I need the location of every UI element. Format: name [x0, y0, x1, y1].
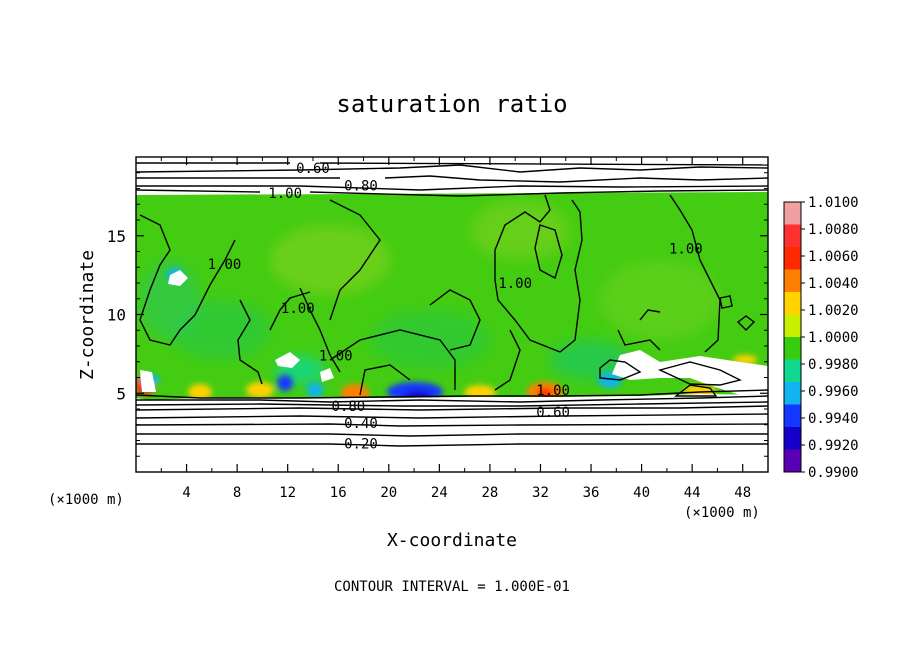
colorbar-swatch [784, 314, 801, 338]
colorbar-label: 0.9980 [808, 357, 859, 373]
x-tick-label: 24 [431, 485, 448, 501]
contour-label: 1.00 [498, 276, 532, 292]
x-tick-label: 48 [734, 485, 751, 501]
colorbar-swatch [784, 269, 801, 293]
x-tick-label: 44 [684, 485, 701, 501]
saturation-field [136, 192, 768, 400]
contour-label: 0.60 [536, 405, 570, 421]
y-axis-ticks: 5 10 15 [107, 172, 768, 457]
colorbar-label: 1.0040 [808, 276, 859, 292]
colorbar-label: 0.9960 [808, 384, 859, 400]
y-axis-label: Z-coordinate [77, 250, 98, 380]
colorbar-label: 0.9900 [808, 465, 859, 481]
colorbar-swatch [784, 337, 801, 360]
x-tick-label: 36 [583, 485, 600, 501]
colorbar-label: 1.0080 [808, 222, 859, 238]
contour-labels: 0.60 0.80 1.00 1.00 1.00 1.00 1.00 1.00 1.00 0.80… [208, 161, 703, 453]
colorbar-swatch [784, 247, 801, 270]
colorbar-swatch [784, 202, 801, 225]
x-tick-label: 16 [330, 485, 347, 501]
y-tick-label: 5 [116, 384, 126, 403]
contour-label: 0.20 [344, 437, 378, 453]
colorbar-label: 0.9940 [808, 411, 859, 427]
colorbar-label: 0.9920 [808, 438, 859, 454]
contour-label: 0.80 [344, 178, 378, 194]
colorbar-swatch [784, 382, 801, 405]
contour-label: 0.60 [296, 161, 330, 177]
x-axis-label: X-coordinate [387, 530, 517, 551]
chart-title: saturation ratio [336, 90, 567, 118]
x-tick-label: 20 [380, 485, 397, 501]
x-tick-label: 4 [182, 485, 190, 501]
y-tick-label: 15 [107, 227, 126, 246]
y-tick-label: 10 [107, 306, 126, 325]
x-tick-label: 28 [481, 485, 498, 501]
x-tick-label: 12 [279, 485, 296, 501]
colorbar-swatch [784, 292, 801, 315]
contour-interval-footer: CONTOUR INTERVAL = 1.000E-01 [334, 579, 570, 595]
contour-label: 1.00 [281, 301, 315, 317]
x-tick-label: 32 [532, 485, 549, 501]
colorbar-swatch [784, 224, 801, 248]
colorbar-label: 1.0100 [808, 195, 859, 211]
colorbar-label: 1.0000 [808, 330, 859, 346]
contour-label: 1.00 [669, 241, 703, 257]
colorbar-label: 1.0020 [808, 303, 859, 319]
x-axis-ticks: 4 8 12 16 20 24 28 32 36 40 44 48 [160, 157, 751, 501]
colorbar-swatch [784, 449, 801, 473]
x-unit-right: (×1000 m) [684, 505, 760, 521]
contour-label: 1.00 [208, 257, 242, 273]
contour-label: 1.00 [319, 348, 353, 364]
contour-label: 0.80 [331, 399, 365, 415]
contour-label: 1.00 [268, 186, 302, 202]
contour-lines [136, 162, 768, 447]
contour-label: 0.40 [344, 416, 378, 432]
plot-area: 0.60 0.80 1.00 1.00 1.00 1.00 1.00 1.00 1.00 0.80… [136, 157, 768, 472]
colorbar-swatch [784, 427, 801, 450]
contour-label: 1.00 [536, 383, 570, 399]
colorbar-swatch [784, 404, 801, 428]
colorbar: 1.0100 1.0080 1.0060 1.0040 1.0020 1.0000 0.99… [783, 195, 859, 481]
x-tick-label: 8 [233, 485, 241, 501]
colorbar-label: 1.0060 [808, 249, 859, 265]
colorbar-swatch [784, 359, 801, 383]
x-unit-left: (×1000 m) [48, 492, 124, 508]
x-tick-label: 40 [633, 485, 650, 501]
